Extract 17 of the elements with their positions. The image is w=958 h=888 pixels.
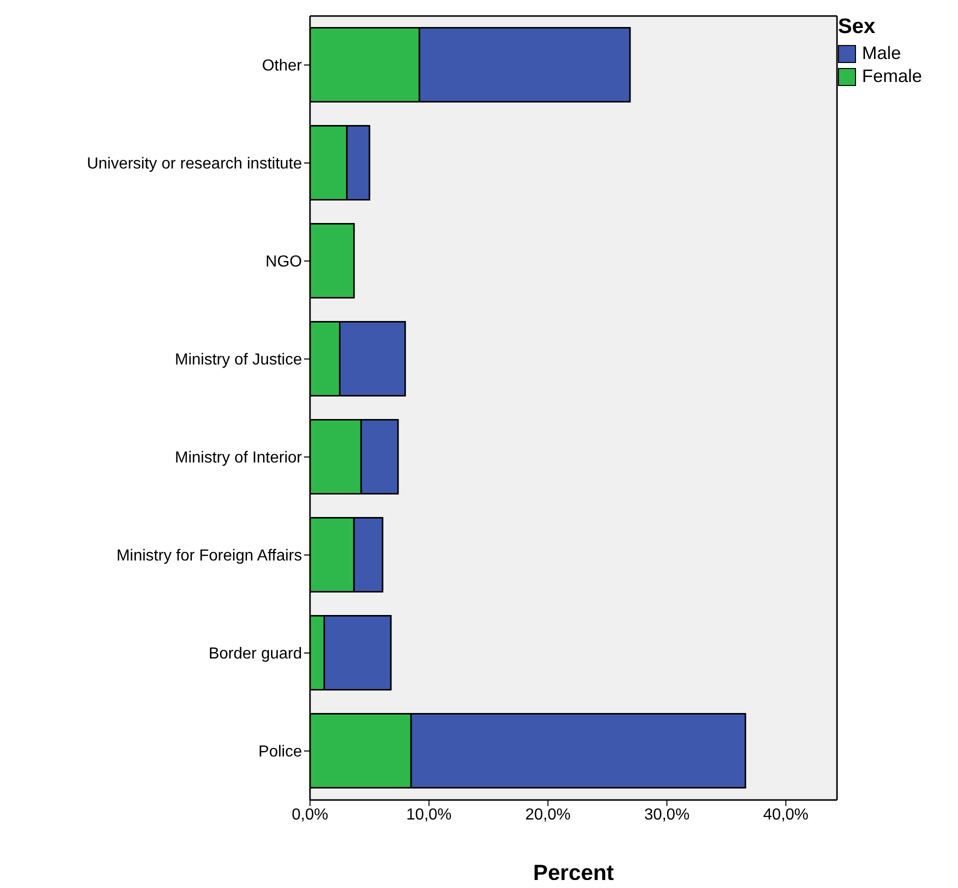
y-tick-label: NGO xyxy=(266,254,302,271)
x-tick-label: 20,0% xyxy=(525,806,571,824)
x-tick-label: 30,0% xyxy=(644,806,690,824)
x-tick-label: 10,0% xyxy=(406,806,452,824)
legend-label: Male xyxy=(862,43,902,64)
y-tick-label: Police xyxy=(258,744,302,761)
y-tick-label: Ministry of Justice xyxy=(174,352,302,369)
y-tick-label: Other xyxy=(262,58,303,75)
x-axis-title: Percent xyxy=(533,860,615,885)
x-tick-label: 0,0% xyxy=(292,806,328,824)
y-tick-label: University or research institute xyxy=(86,156,302,173)
legend-label: Female xyxy=(862,66,922,87)
x-tick-label: 40,0% xyxy=(763,806,809,824)
y-tick-label: Border guard xyxy=(208,646,302,663)
legend-title: Sex xyxy=(838,15,876,39)
y-tick-label: Ministry of Interior xyxy=(174,450,303,467)
y-tick-label: Ministry for Foreign Affairs xyxy=(116,548,302,565)
